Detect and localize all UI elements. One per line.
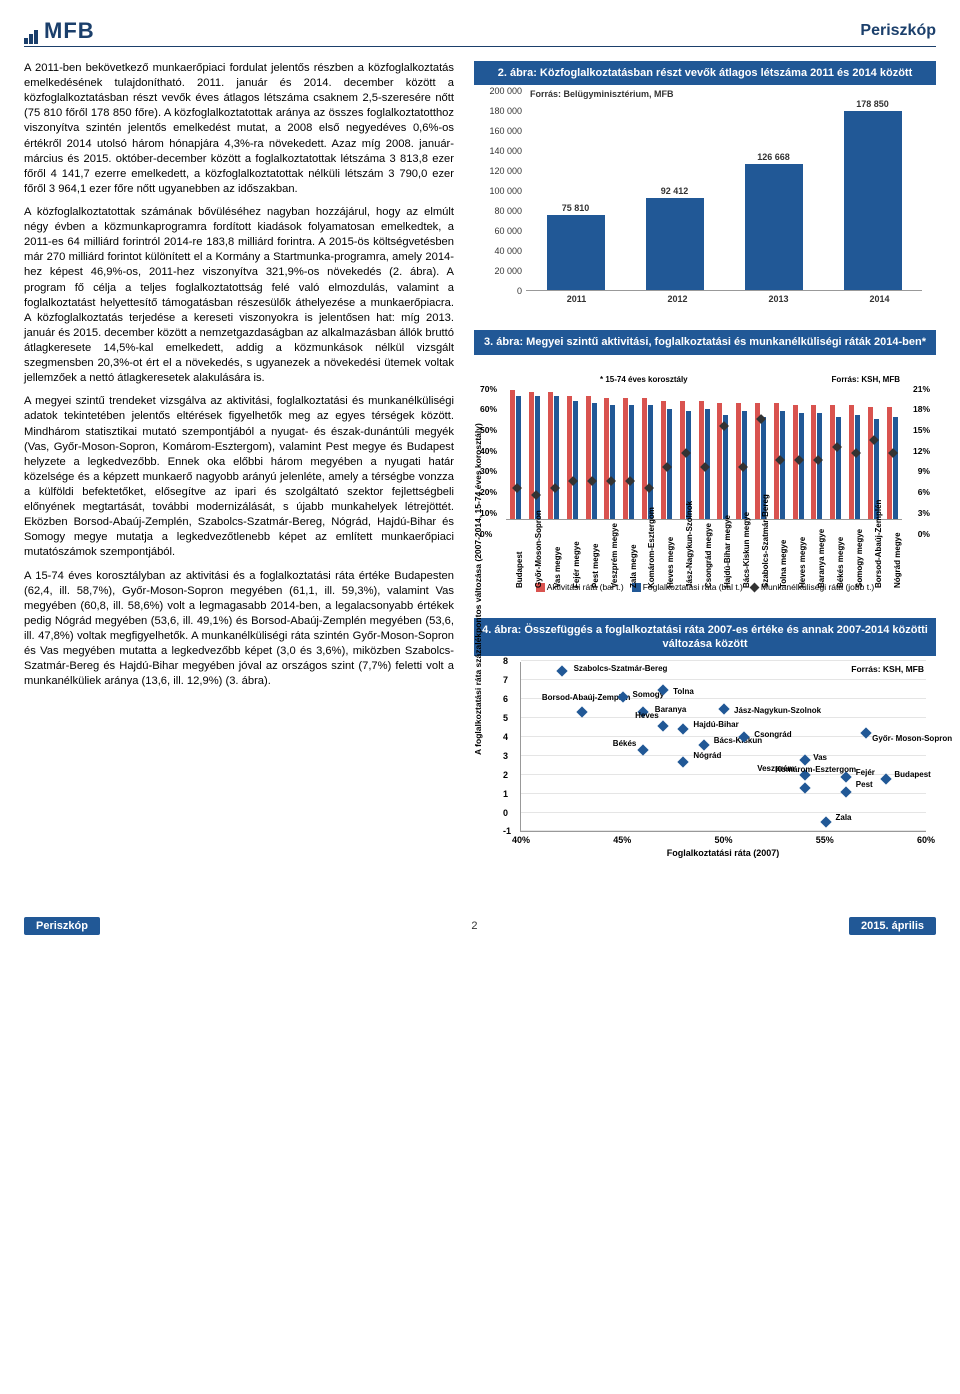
header-title: Periszkóp xyxy=(860,22,936,40)
footer-label: Periszkóp xyxy=(24,917,100,935)
chart-4-xlabel: Foglalkoztatási ráta (2007) xyxy=(520,848,926,858)
chart-2: 2. ábra: Közfoglalkoztatásban részt vevő… xyxy=(474,61,936,308)
paragraph-2: A közfoglalkoztatottak számának bővülésé… xyxy=(24,205,454,386)
chart-2-source: Forrás: Belügyminisztérium, MFB xyxy=(530,89,674,99)
chart-3-plot: 0%10%20%30%40%50%60%70% 0%3%6%9%12%15%18… xyxy=(480,375,930,580)
logo: MFB xyxy=(24,18,95,44)
paragraph-1: A 2011-ben bekövetkező munkaerőpiaci for… xyxy=(24,61,454,197)
chart-3: 3. ábra: Megyei szintű aktivitási, fogla… xyxy=(474,330,936,596)
paragraph-3: A megyei szintű trendeket vizsgálva az a… xyxy=(24,394,454,560)
charts-column: 2. ábra: Közfoglalkoztatásban részt vevő… xyxy=(474,61,936,903)
chart-4: 4. ábra: Összefüggés a foglalkoztatási r… xyxy=(474,618,936,882)
chart-2-title: 2. ábra: Közfoglalkoztatásban részt vevő… xyxy=(474,61,936,85)
logo-bars-icon xyxy=(24,30,38,44)
footer: Periszkóp 2 2015. április xyxy=(24,917,936,935)
paragraph-4: A 15-74 éves korosztályban az aktivitási… xyxy=(24,569,454,690)
page-header: MFB Periszkóp xyxy=(24,18,936,47)
chart-4-plot: -101234567840%45%50%55%60%Szabolcs-Szatm… xyxy=(520,662,926,832)
text-column: A 2011-ben bekövetkező munkaerőpiaci for… xyxy=(24,61,454,903)
chart-3-title: 3. ábra: Megyei szintű aktivitási, fogla… xyxy=(474,330,936,354)
logo-text: MFB xyxy=(44,18,95,44)
footer-date: 2015. április xyxy=(849,917,936,935)
chart-4-ylabel: A foglalkoztatási ráta százalékpontos vá… xyxy=(473,555,483,755)
chart-2-plot: 020 00040 00060 00080 000100 000120 0001… xyxy=(480,91,930,291)
chart-4-title: 4. ábra: Összefüggés a foglalkoztatási r… xyxy=(474,618,936,657)
footer-page: 2 xyxy=(471,920,477,932)
